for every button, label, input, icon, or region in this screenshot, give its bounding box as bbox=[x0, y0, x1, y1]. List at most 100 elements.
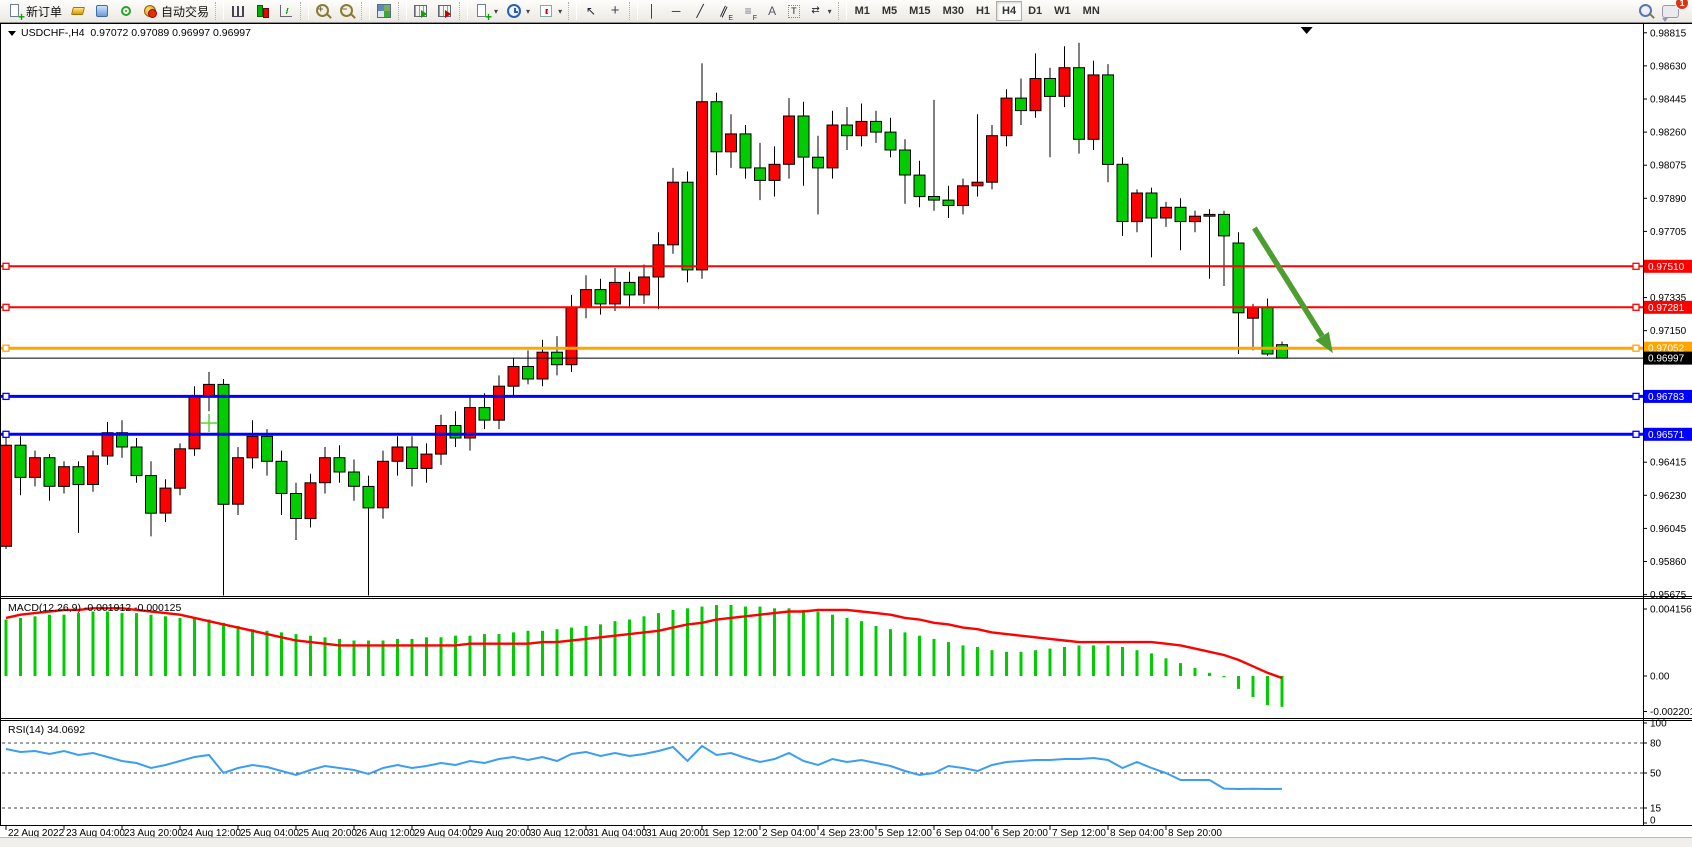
svg-text:6 Sep 20:00: 6 Sep 20:00 bbox=[994, 828, 1048, 838]
auto-trading-icon bbox=[142, 3, 158, 19]
svg-text:0.97890: 0.97890 bbox=[1650, 194, 1687, 205]
svg-text:0.00: 0.00 bbox=[1650, 672, 1670, 683]
toolbar-separator bbox=[361, 2, 371, 20]
symbol-dropdown-icon[interactable] bbox=[8, 30, 16, 36]
text-label-icon: T bbox=[788, 4, 800, 18]
svg-text:0.97052: 0.97052 bbox=[1648, 344, 1685, 355]
new-order-label: 新订单 bbox=[26, 4, 63, 19]
arrows-tool-icon: ⇄ bbox=[811, 5, 820, 16]
svg-text:5 Sep 12:00: 5 Sep 12:00 bbox=[878, 828, 932, 838]
auto-trading-label: 自动交易 bbox=[161, 4, 210, 19]
svg-text:0.96045: 0.96045 bbox=[1650, 524, 1687, 535]
auto-scroll-button[interactable] bbox=[409, 0, 433, 22]
candlestick-icon bbox=[254, 3, 270, 19]
timeframe-m30-button[interactable]: M30 bbox=[942, 5, 964, 17]
timeframe-h4-button[interactable]: H4 bbox=[996, 1, 1023, 21]
svg-text:26 Aug 12:00: 26 Aug 12:00 bbox=[356, 828, 415, 838]
zoom-out-button[interactable]: − bbox=[335, 0, 359, 22]
svg-text:8 Sep 04:00: 8 Sep 04:00 bbox=[1110, 828, 1164, 838]
horizontal-level-lines[interactable] bbox=[0, 262, 1643, 438]
search-icon bbox=[1638, 3, 1654, 19]
timeframe-mn-button[interactable]: MN bbox=[1082, 5, 1100, 17]
line-chart-mode-button[interactable] bbox=[274, 0, 298, 22]
cursor-tool-button[interactable]: ↖ bbox=[579, 0, 603, 22]
candle-chart-mode-button[interactable] bbox=[250, 0, 274, 22]
svg-text:15: 15 bbox=[1650, 804, 1662, 815]
profiles-button[interactable]: ▾ bbox=[502, 0, 534, 22]
indicator-icon bbox=[538, 3, 554, 19]
text-tool-button[interactable]: A bbox=[760, 0, 784, 22]
chevron-down-icon: ▾ bbox=[526, 6, 531, 16]
zoom-in-icon: + bbox=[315, 3, 331, 19]
status-bar bbox=[0, 837, 1692, 847]
chart-shift-icon bbox=[437, 3, 453, 19]
timeframe-m5-button[interactable]: M5 bbox=[881, 5, 898, 17]
arrows-tool-button[interactable]: ⇄ ▾ bbox=[804, 0, 836, 22]
notifications-button[interactable]: 1 bbox=[1658, 0, 1689, 22]
svg-text:29 Aug 04:00: 29 Aug 04:00 bbox=[414, 828, 473, 838]
market-watch-button[interactable] bbox=[66, 0, 90, 22]
new-chart-button[interactable]: + ▾ bbox=[470, 0, 502, 23]
candles-layer bbox=[0, 42, 1288, 596]
chart-shift-marker-icon[interactable] bbox=[1300, 27, 1313, 34]
svg-text:0.96997: 0.96997 bbox=[1648, 354, 1685, 365]
indicators-button[interactable]: ▾ bbox=[534, 0, 566, 22]
svg-text:23 Aug 20:00: 23 Aug 20:00 bbox=[124, 828, 183, 838]
equidistant-channel-icon: ∥ E bbox=[718, 3, 734, 22]
zoom-out-icon: − bbox=[339, 3, 355, 19]
data-window-button[interactable] bbox=[90, 0, 114, 22]
auto-trading-button[interactable]: 自动交易 bbox=[138, 0, 213, 22]
svg-text:23 Aug 04:00: 23 Aug 04:00 bbox=[66, 828, 125, 838]
svg-text:30 Aug 12:00: 30 Aug 12:00 bbox=[530, 828, 589, 838]
search-button[interactable] bbox=[1634, 0, 1658, 22]
new-chart-icon: + bbox=[474, 3, 492, 23]
text-label-tool-button[interactable]: T bbox=[784, 0, 804, 22]
tile-windows-button[interactable] bbox=[372, 0, 396, 22]
svg-text:0: 0 bbox=[1650, 816, 1656, 827]
svg-text:0.98630: 0.98630 bbox=[1650, 61, 1687, 72]
bar-chart-mode-button[interactable] bbox=[226, 0, 250, 22]
notification-badge: 1 bbox=[1675, 0, 1689, 10]
trendline-tool-button[interactable]: ╱ bbox=[688, 0, 712, 22]
svg-text:2 Sep 04:00: 2 Sep 04:00 bbox=[762, 828, 816, 838]
svg-text:0.96230: 0.96230 bbox=[1650, 491, 1687, 502]
fibonacci-tool-button[interactable]: ≡ F bbox=[736, 0, 760, 22]
horizontal-line-tool-button[interactable]: ─ bbox=[664, 0, 688, 22]
timeframe-m15-button[interactable]: M15 bbox=[909, 5, 931, 17]
svg-text:29 Aug 20:00: 29 Aug 20:00 bbox=[472, 828, 531, 838]
signals-button[interactable] bbox=[114, 0, 138, 22]
svg-text:100: 100 bbox=[1650, 719, 1667, 730]
timeframe-m1-button[interactable]: M1 bbox=[854, 5, 870, 17]
crosshair-tool-button[interactable]: + bbox=[603, 0, 627, 22]
macd-signal-line bbox=[5, 607, 1283, 680]
chevron-down-icon: ▾ bbox=[494, 6, 499, 16]
time-axis: 22 Aug 2022 23 Aug 04:00 23 Aug 20:00 24 Au… bbox=[5, 825, 1222, 838]
timeframe-d1-button[interactable]: D1 bbox=[1028, 5, 1043, 17]
down-arrow-annotation[interactable] bbox=[1252, 226, 1333, 354]
rsi-pane bbox=[2, 742, 1643, 809]
rsi-line bbox=[5, 744, 1283, 791]
toolbar-separator bbox=[837, 2, 847, 20]
svg-text:24 Aug 12:00: 24 Aug 12:00 bbox=[182, 828, 241, 838]
timeframe-h1-button[interactable]: H1 bbox=[975, 5, 991, 17]
auto-scroll-icon bbox=[413, 3, 429, 19]
svg-text:1 Sep 12:00: 1 Sep 12:00 bbox=[704, 828, 758, 838]
svg-text:0.97150: 0.97150 bbox=[1650, 326, 1687, 337]
chart-area[interactable]: USDCHF-,H4 0.97072 0.97089 0.96997 0.969… bbox=[0, 23, 1692, 838]
bar-chart-icon bbox=[230, 3, 246, 19]
svg-text:50: 50 bbox=[1650, 769, 1662, 780]
svg-text:80: 80 bbox=[1650, 739, 1662, 750]
zoom-in-button[interactable]: + bbox=[311, 0, 335, 22]
chat-bubble-icon bbox=[1662, 4, 1679, 18]
new-order-button[interactable]: + 新订单 bbox=[3, 0, 66, 23]
svg-text:0.98815: 0.98815 bbox=[1650, 28, 1687, 39]
chevron-down-icon: ▾ bbox=[558, 6, 563, 16]
chart-title-text: USDCHF-,H4 0.97072 0.97089 0.96997 0.969… bbox=[21, 27, 251, 39]
vertical-line-tool-button[interactable]: │ bbox=[640, 0, 664, 22]
timeframe-w1-button[interactable]: W1 bbox=[1054, 5, 1071, 17]
toolbar-separator bbox=[629, 2, 639, 20]
channel-tool-button[interactable]: ∥ E bbox=[712, 0, 736, 22]
svg-text:31 Aug 04:00: 31 Aug 04:00 bbox=[588, 828, 647, 838]
chart-shift-button[interactable] bbox=[433, 0, 457, 22]
